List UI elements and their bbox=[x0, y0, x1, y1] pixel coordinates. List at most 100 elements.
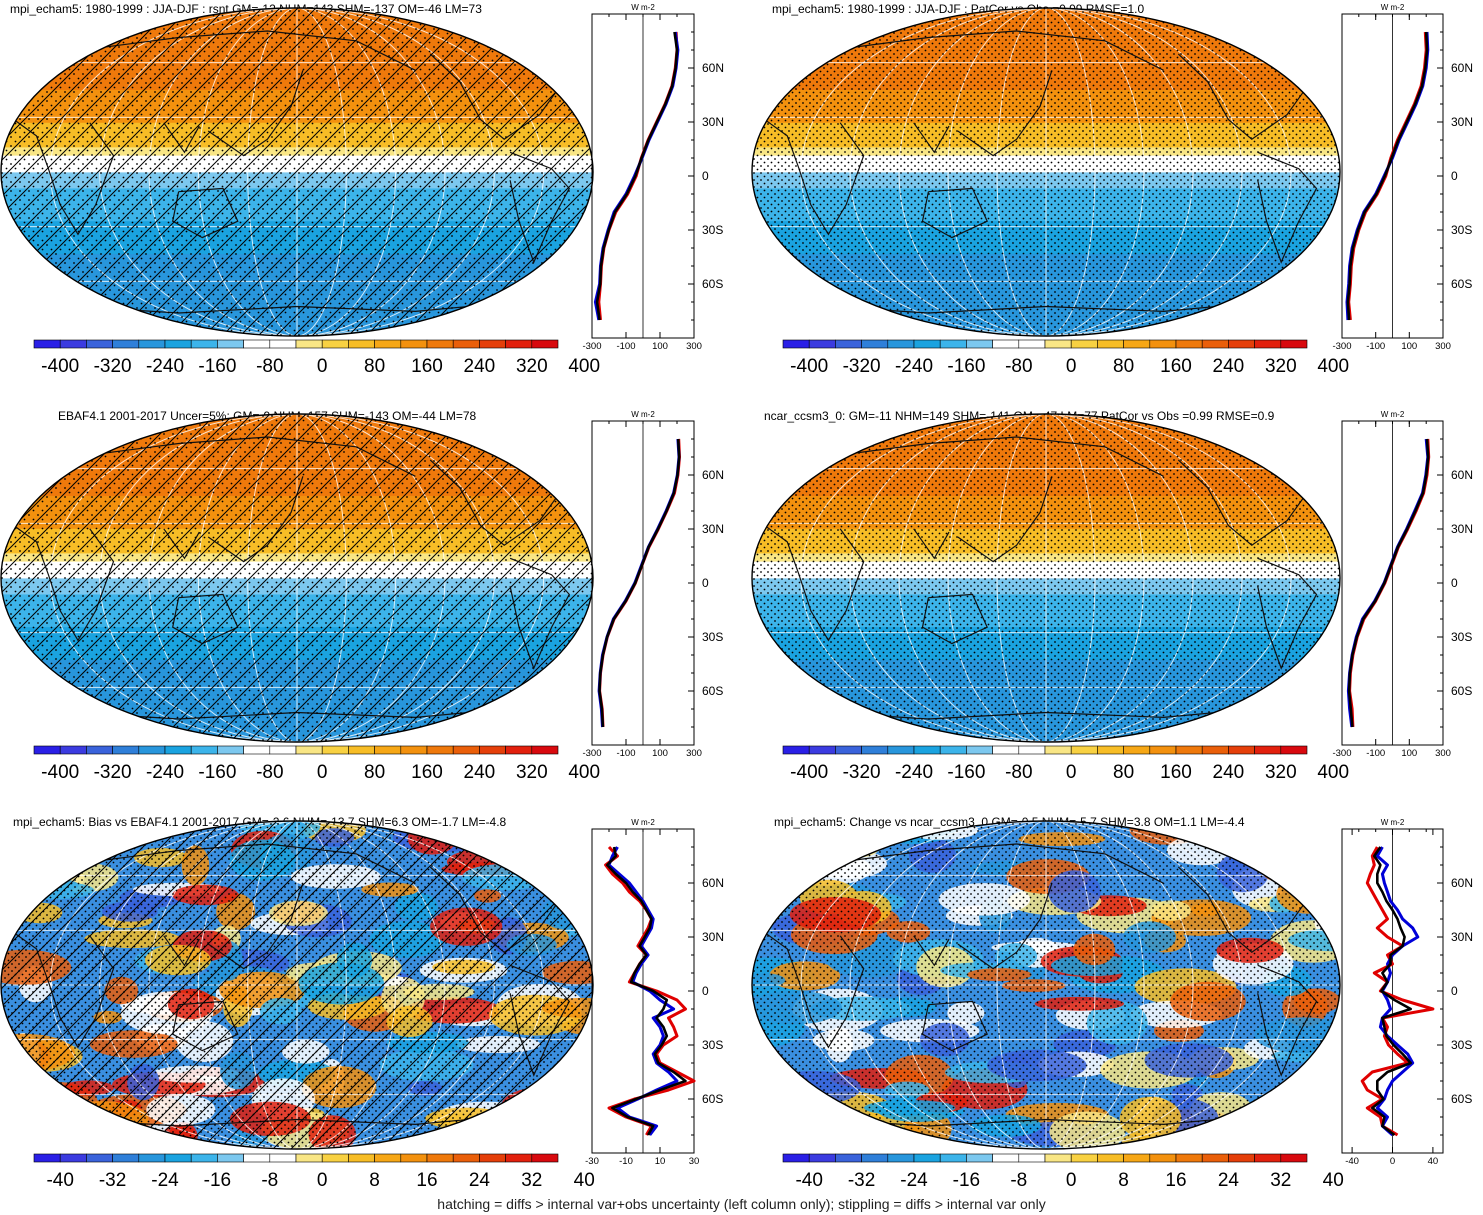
colorbar-4: -400 -320 -240 -160 -80 0 80 160 240 320 400 bbox=[782, 745, 1349, 783]
y-tick-label: 30N bbox=[1451, 930, 1473, 944]
colorbar-swatch bbox=[531, 1153, 559, 1163]
colorbar-swatch bbox=[190, 339, 218, 349]
colorbar-tick-label: 160 bbox=[411, 762, 443, 783]
colorbar-tick-label: -320 bbox=[843, 356, 881, 377]
colorbar-tick-label: 0 bbox=[317, 762, 328, 783]
colorbar-swatch bbox=[112, 339, 140, 349]
colorbar-swatch bbox=[400, 339, 428, 349]
colorbar-tick-label: 32 bbox=[521, 1170, 542, 1191]
colorbar-tick-label: 160 bbox=[1160, 356, 1192, 377]
colorbar-swatch bbox=[1123, 745, 1151, 755]
colorbar-tick-label: -160 bbox=[947, 762, 985, 783]
colorbar-swatch bbox=[505, 339, 533, 349]
profile-line-mean bbox=[1346, 31, 1429, 321]
colorbar-swatch bbox=[835, 1153, 862, 1163]
colorbar-tick-label: 80 bbox=[1113, 762, 1134, 783]
profile-line-mean bbox=[1371, 846, 1412, 1137]
colorbar-swatch bbox=[992, 745, 1020, 755]
colorbar-swatch bbox=[1280, 745, 1308, 755]
colorbar-tick-label: 24 bbox=[1218, 1170, 1240, 1191]
x-tick-label: -300 bbox=[582, 748, 601, 759]
colorbar-swatch bbox=[59, 339, 87, 349]
colorbar-swatch bbox=[269, 339, 297, 349]
colorbar-swatch bbox=[112, 745, 140, 755]
y-tick-label: 30S bbox=[1451, 630, 1472, 644]
colorbar-tick-label: 240 bbox=[1213, 356, 1245, 377]
colorbar-tick-label: 80 bbox=[1113, 356, 1134, 377]
colorbar-tick-label: -40 bbox=[46, 1170, 73, 1191]
colorbar-swatch bbox=[887, 339, 915, 349]
colorbar-swatch bbox=[835, 339, 862, 349]
y-tick-label: 0 bbox=[1451, 984, 1458, 998]
colorbar-swatch bbox=[374, 1153, 402, 1163]
x-tick-label: -10 bbox=[619, 1156, 633, 1167]
colorbar-swatch bbox=[861, 745, 889, 755]
colorbar-swatch bbox=[887, 1153, 915, 1163]
colorbar-swatch bbox=[1175, 745, 1203, 755]
colorbar-tick-label: -16 bbox=[204, 1170, 231, 1191]
colorbar-swatch bbox=[374, 745, 402, 755]
zonal-profile-5: -30 -10 10 30 W m-2 60N 30N 0 30S 60S bbox=[585, 818, 724, 1167]
colorbar-tick-label: 0 bbox=[1066, 356, 1077, 377]
colorbar-tick-label: -240 bbox=[146, 356, 184, 377]
colorbar-swatch bbox=[1228, 339, 1255, 349]
colorbar-swatch bbox=[190, 745, 218, 755]
profile-line-mean bbox=[605, 846, 687, 1136]
colorbar-swatch bbox=[1149, 1153, 1177, 1163]
map-outline bbox=[0, 413, 594, 743]
colorbar-swatch bbox=[321, 339, 349, 349]
colorbar-swatch bbox=[452, 745, 480, 755]
colorbar-swatch bbox=[1044, 1153, 1072, 1163]
x-tick-label: 40 bbox=[1428, 1156, 1439, 1167]
colorbar-swatch bbox=[400, 745, 428, 755]
colorbar-tick-label: -80 bbox=[256, 356, 283, 377]
x-tick-label: 0 bbox=[1390, 1156, 1395, 1167]
x-tick-label: -300 bbox=[582, 341, 601, 352]
colorbar-1: -400 -320 -240 -160 -80 0 80 160 240 320 400 bbox=[33, 339, 600, 377]
profile-line-model bbox=[597, 438, 681, 728]
colorbar-tick-label: -160 bbox=[947, 356, 985, 377]
colorbar-swatch bbox=[1097, 745, 1124, 755]
zonal-profile-6: -40 0 40 W m-2 60N 30N 0 30S 60S bbox=[1341, 818, 1473, 1167]
colorbar-tick-label: -400 bbox=[41, 762, 79, 783]
map-outline bbox=[751, 820, 1341, 1150]
x-tick-label: 100 bbox=[1401, 341, 1417, 352]
y-tick-label: 0 bbox=[1451, 169, 1458, 183]
colorbar-swatch bbox=[992, 1153, 1020, 1163]
colorbar-swatch bbox=[59, 745, 87, 755]
colorbar-swatch bbox=[426, 745, 454, 755]
x-tick-label: -100 bbox=[616, 341, 635, 352]
colorbar-tick-label: 400 bbox=[1317, 356, 1349, 377]
x-tick-label: 30 bbox=[689, 1156, 700, 1167]
colorbar-swatch bbox=[269, 1153, 297, 1163]
colorbar-tick-label: -16 bbox=[953, 1170, 980, 1191]
y-tick-label: 60N bbox=[702, 468, 724, 482]
colorbar-tick-label: 0 bbox=[1066, 762, 1077, 783]
profile-line-mean bbox=[595, 31, 679, 321]
colorbar-swatch bbox=[782, 339, 810, 349]
colorbar-swatch bbox=[887, 745, 915, 755]
colorbar-tick-label: -32 bbox=[848, 1170, 875, 1191]
colorbar-2: -400 -320 -240 -160 -80 0 80 160 240 320 400 bbox=[782, 339, 1349, 377]
colorbar-swatch bbox=[217, 339, 244, 349]
y-tick-label: 30N bbox=[1451, 115, 1473, 129]
colorbar-swatch bbox=[452, 1153, 480, 1163]
units-label: W m-2 bbox=[631, 818, 655, 827]
colorbar-swatch bbox=[966, 745, 993, 755]
x-tick-label: 300 bbox=[686, 341, 702, 352]
y-tick-label: 60S bbox=[1451, 1092, 1472, 1106]
x-tick-label: 100 bbox=[652, 341, 668, 352]
colorbar-tick-label: 40 bbox=[574, 1170, 595, 1191]
colorbar-tick-label: 320 bbox=[516, 356, 548, 377]
y-tick-label: 0 bbox=[1451, 576, 1458, 590]
colorbar-swatch bbox=[321, 745, 349, 755]
colorbar-tick-label: -160 bbox=[198, 356, 236, 377]
colorbar-swatch bbox=[1123, 1153, 1151, 1163]
colorbar-tick-label: -40 bbox=[795, 1170, 822, 1191]
colorbar-swatch bbox=[782, 1153, 810, 1163]
colorbar-3: -400 -320 -240 -160 -80 0 80 160 240 320 400 bbox=[33, 745, 600, 783]
y-tick-label: 60S bbox=[702, 1092, 723, 1106]
colorbar-tick-label: 40 bbox=[1323, 1170, 1344, 1191]
units-label: W m-2 bbox=[1381, 410, 1405, 419]
